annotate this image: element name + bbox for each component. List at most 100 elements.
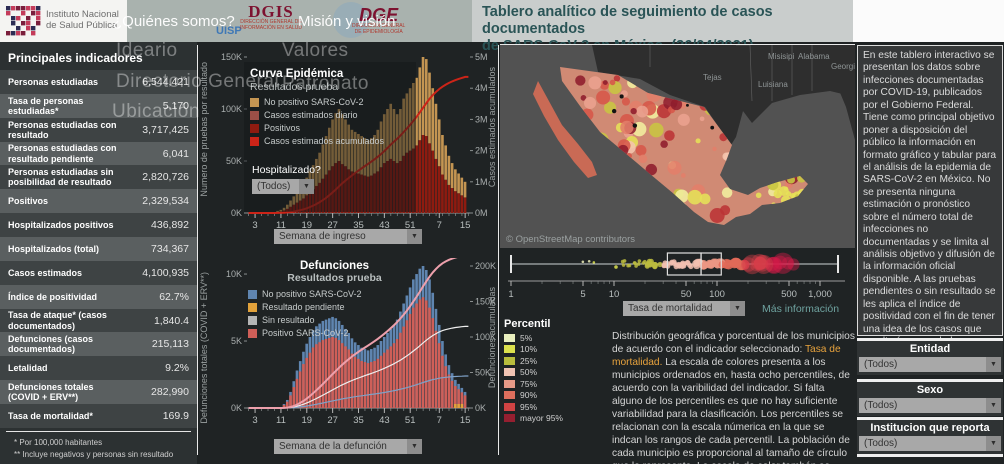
- percentil-item[interactable]: 90%: [504, 390, 604, 402]
- indicator-table: Personas estudiadas 6,544,421 Tasa de pers…: [0, 70, 197, 428]
- axis-tick-label: 1,000: [808, 289, 832, 300]
- epidemic-curve-chart[interactable]: 0K 50K 100K 150K 0M 1M 2M 3M 4M 5M 3 11 19 27 35 43 51 7 1…: [197, 42, 500, 248]
- epi-legend: No positivo SARS-CoV-2 Casos estimados di…: [250, 94, 384, 146]
- legend-item[interactable]: Casos estimados diario: [250, 110, 384, 120]
- percentil-swatch: [504, 368, 515, 377]
- legend-swatch: [250, 123, 259, 133]
- indicator-row[interactable]: Personas estudiadas 6,544,421: [0, 70, 197, 94]
- dgis-logo: DGIS DIRECCIÓN GENERAL DE INFORMACIÓN EN…: [240, 2, 302, 31]
- legend-label: Positivos: [264, 123, 301, 133]
- legend-swatch: [248, 328, 257, 338]
- percentil-label: 75%: [520, 378, 538, 389]
- mexico-map-panel[interactable]: Tejas Luisiana Misisipi AlabamaGeorgia © Op…: [500, 44, 860, 248]
- svg-text:100K: 100K: [221, 104, 242, 114]
- indicator-row[interactable]: Tasa de personas estudiadas* 5,170: [0, 93, 197, 118]
- deaths-chart-subtitle: Resultados prueba: [287, 272, 382, 284]
- indicator-row[interactable]: Letalidad 9.2%: [0, 356, 197, 381]
- axis-tick-label: 50: [681, 289, 692, 300]
- charts-column: 0K 50K 100K 150K 0M 1M 2M 3M 4M 5M 3 11 19 27 35 43 51 7 1…: [197, 42, 500, 464]
- descr-part1: Distribución geográfica y porcentual de …: [612, 331, 855, 355]
- sexo-dropdown[interactable]: (Todos) ▼: [859, 398, 1001, 413]
- ghost-menu-item: Ubicación: [112, 101, 200, 122]
- hospitalizado-dropdown[interactable]: (Todos) ▼: [252, 179, 314, 194]
- deaths-chart[interactable]: 0K 5K 10K 0K 50K 100K 150K 200K 3 11 19 27 35 43 51 7 15: [197, 258, 500, 436]
- indicator-row[interactable]: Tasa de ataque* (casos documentados) 1,84…: [0, 308, 197, 333]
- indicator-row[interactable]: Defunciones totales (COVID + ERV**) 282,9…: [0, 380, 197, 405]
- percentil-item[interactable]: 75%: [504, 378, 604, 390]
- menu-item-mision-vision[interactable]: Misión y visión: [298, 13, 396, 30]
- epi-chart-title: Curva Epidémica: [250, 68, 344, 80]
- svg-text:51: 51: [405, 220, 416, 231]
- svg-text:3: 3: [252, 415, 257, 426]
- beeswarm-chart[interactable]: 1 5 10 50 100 500 1,000: [500, 250, 855, 306]
- sidebar-title: Principales indicadores: [8, 51, 143, 65]
- svg-text:0M: 0M: [475, 208, 488, 218]
- more-info-link[interactable]: Más información: [762, 303, 840, 315]
- semana-defuncion-dropdown[interactable]: Semana de la defunción ▼: [274, 439, 422, 454]
- ghost-menu-item: Patronato: [282, 73, 369, 94]
- indicator-value: 215,113: [151, 338, 189, 351]
- indicator-row[interactable]: Defunciones (casos documentados) 215,113: [0, 332, 197, 357]
- legend-item[interactable]: Casos estimados acumulados: [250, 136, 384, 146]
- legend-label: No positivo SARS-CoV-2: [264, 97, 364, 107]
- legend-item[interactable]: Positivos: [250, 123, 384, 133]
- svg-text:27: 27: [327, 415, 338, 426]
- indicator-row[interactable]: Positivos 2,329,534: [0, 189, 197, 214]
- percentile-strip-panel[interactable]: 1 5 10 50 100 500 1,000: [500, 250, 855, 306]
- svg-text:7: 7: [437, 415, 442, 426]
- indicator-row[interactable]: Hospitalizados (total) 734,367: [0, 237, 197, 261]
- indicator-highlight-link[interactable]: Tasa de mortalidad.: [612, 343, 841, 368]
- legend-label: Sin resultado: [262, 315, 315, 325]
- svg-text:3: 3: [252, 220, 257, 231]
- percentil-item[interactable]: 50%: [504, 367, 604, 379]
- indicator-row[interactable]: Personas estudiadas sin posibilidad de r…: [0, 165, 197, 190]
- chevron-down-icon: ▼: [730, 301, 745, 316]
- percentil-item[interactable]: mayor 95%: [504, 413, 604, 425]
- svg-text:50K: 50K: [475, 368, 491, 378]
- legend-item[interactable]: No positivo SARS-CoV-2: [248, 289, 362, 299]
- percentil-swatch: [504, 391, 515, 400]
- semana-ingreso-dropdown[interactable]: Semana de ingreso ▼: [274, 229, 422, 244]
- percentil-item[interactable]: 25%: [504, 355, 604, 367]
- indicator-label: Personas estudiadas con resultado: [8, 119, 117, 140]
- semana-ingreso-value: Semana de ingreso: [279, 231, 366, 242]
- entidad-dropdown[interactable]: (Todos) ▼: [859, 357, 1001, 372]
- indicator-label: Índice de positividad: [8, 291, 98, 302]
- map-state-label: Luisiana: [758, 80, 788, 89]
- indicator-row[interactable]: Tasa de mortalidad* 169.9: [0, 404, 197, 428]
- legend-item[interactable]: Sin resultado: [248, 315, 362, 325]
- divider: [500, 44, 855, 45]
- indicator-label: Defunciones totales (COVID + ERV**): [8, 382, 94, 403]
- svg-text:51: 51: [405, 415, 416, 426]
- indicator-row[interactable]: Hospitalizados positivos 436,892: [0, 213, 197, 238]
- indicator-row[interactable]: Personas estudiadas con resultado pendie…: [0, 141, 197, 166]
- indicator-value: 5,170: [162, 99, 189, 112]
- institucion-dropdown[interactable]: (Todos) ▼: [859, 436, 1001, 451]
- svg-text:35: 35: [353, 220, 364, 231]
- legend-item[interactable]: Positivo SARS-CoV-2: [248, 328, 362, 338]
- legend-swatch: [248, 302, 257, 312]
- header-menu-strip: [127, 0, 472, 42]
- ghost-menu-item: Ideario: [116, 40, 178, 61]
- choropleth-map[interactable]: Tejas Luisiana Misisipi AlabamaGeorgia: [500, 44, 860, 248]
- menu-item-quienes-somos[interactable]: ¿Quiénes somos?: [113, 13, 235, 30]
- hospitalizado-value: (Todos): [257, 181, 291, 192]
- filter-section-sexo: Sexo (Todos) ▼: [857, 379, 1003, 416]
- indicators-sidebar: Principales indicadores Personas estudia…: [0, 42, 197, 464]
- indicator-value: 62.7%: [159, 290, 189, 303]
- legend-item[interactable]: Resultado pendiente: [248, 302, 362, 312]
- indicator-value: 6,041: [162, 147, 189, 160]
- percentil-item[interactable]: 10%: [504, 344, 604, 356]
- indicator-row[interactable]: Personas estudiadas con resultado 3,717,4…: [0, 117, 197, 142]
- indicator-dropdown[interactable]: Tasa de mortalidad ▼: [623, 301, 745, 316]
- percentil-item[interactable]: 5%: [504, 332, 604, 344]
- indicator-row[interactable]: Casos estimados 4,100,935: [0, 260, 197, 285]
- percentil-item[interactable]: 95%: [504, 401, 604, 413]
- legend-item[interactable]: No positivo SARS-CoV-2: [250, 97, 384, 107]
- map-description: Distribución geográfica y porcentual de …: [612, 331, 856, 464]
- svg-text:50K: 50K: [226, 156, 242, 166]
- institucion-title: Institucion que reporta: [870, 422, 990, 434]
- indicator-row[interactable]: Índice de positividad 62.7%: [0, 284, 197, 309]
- legend-label: Casos estimados acumulados: [264, 136, 385, 146]
